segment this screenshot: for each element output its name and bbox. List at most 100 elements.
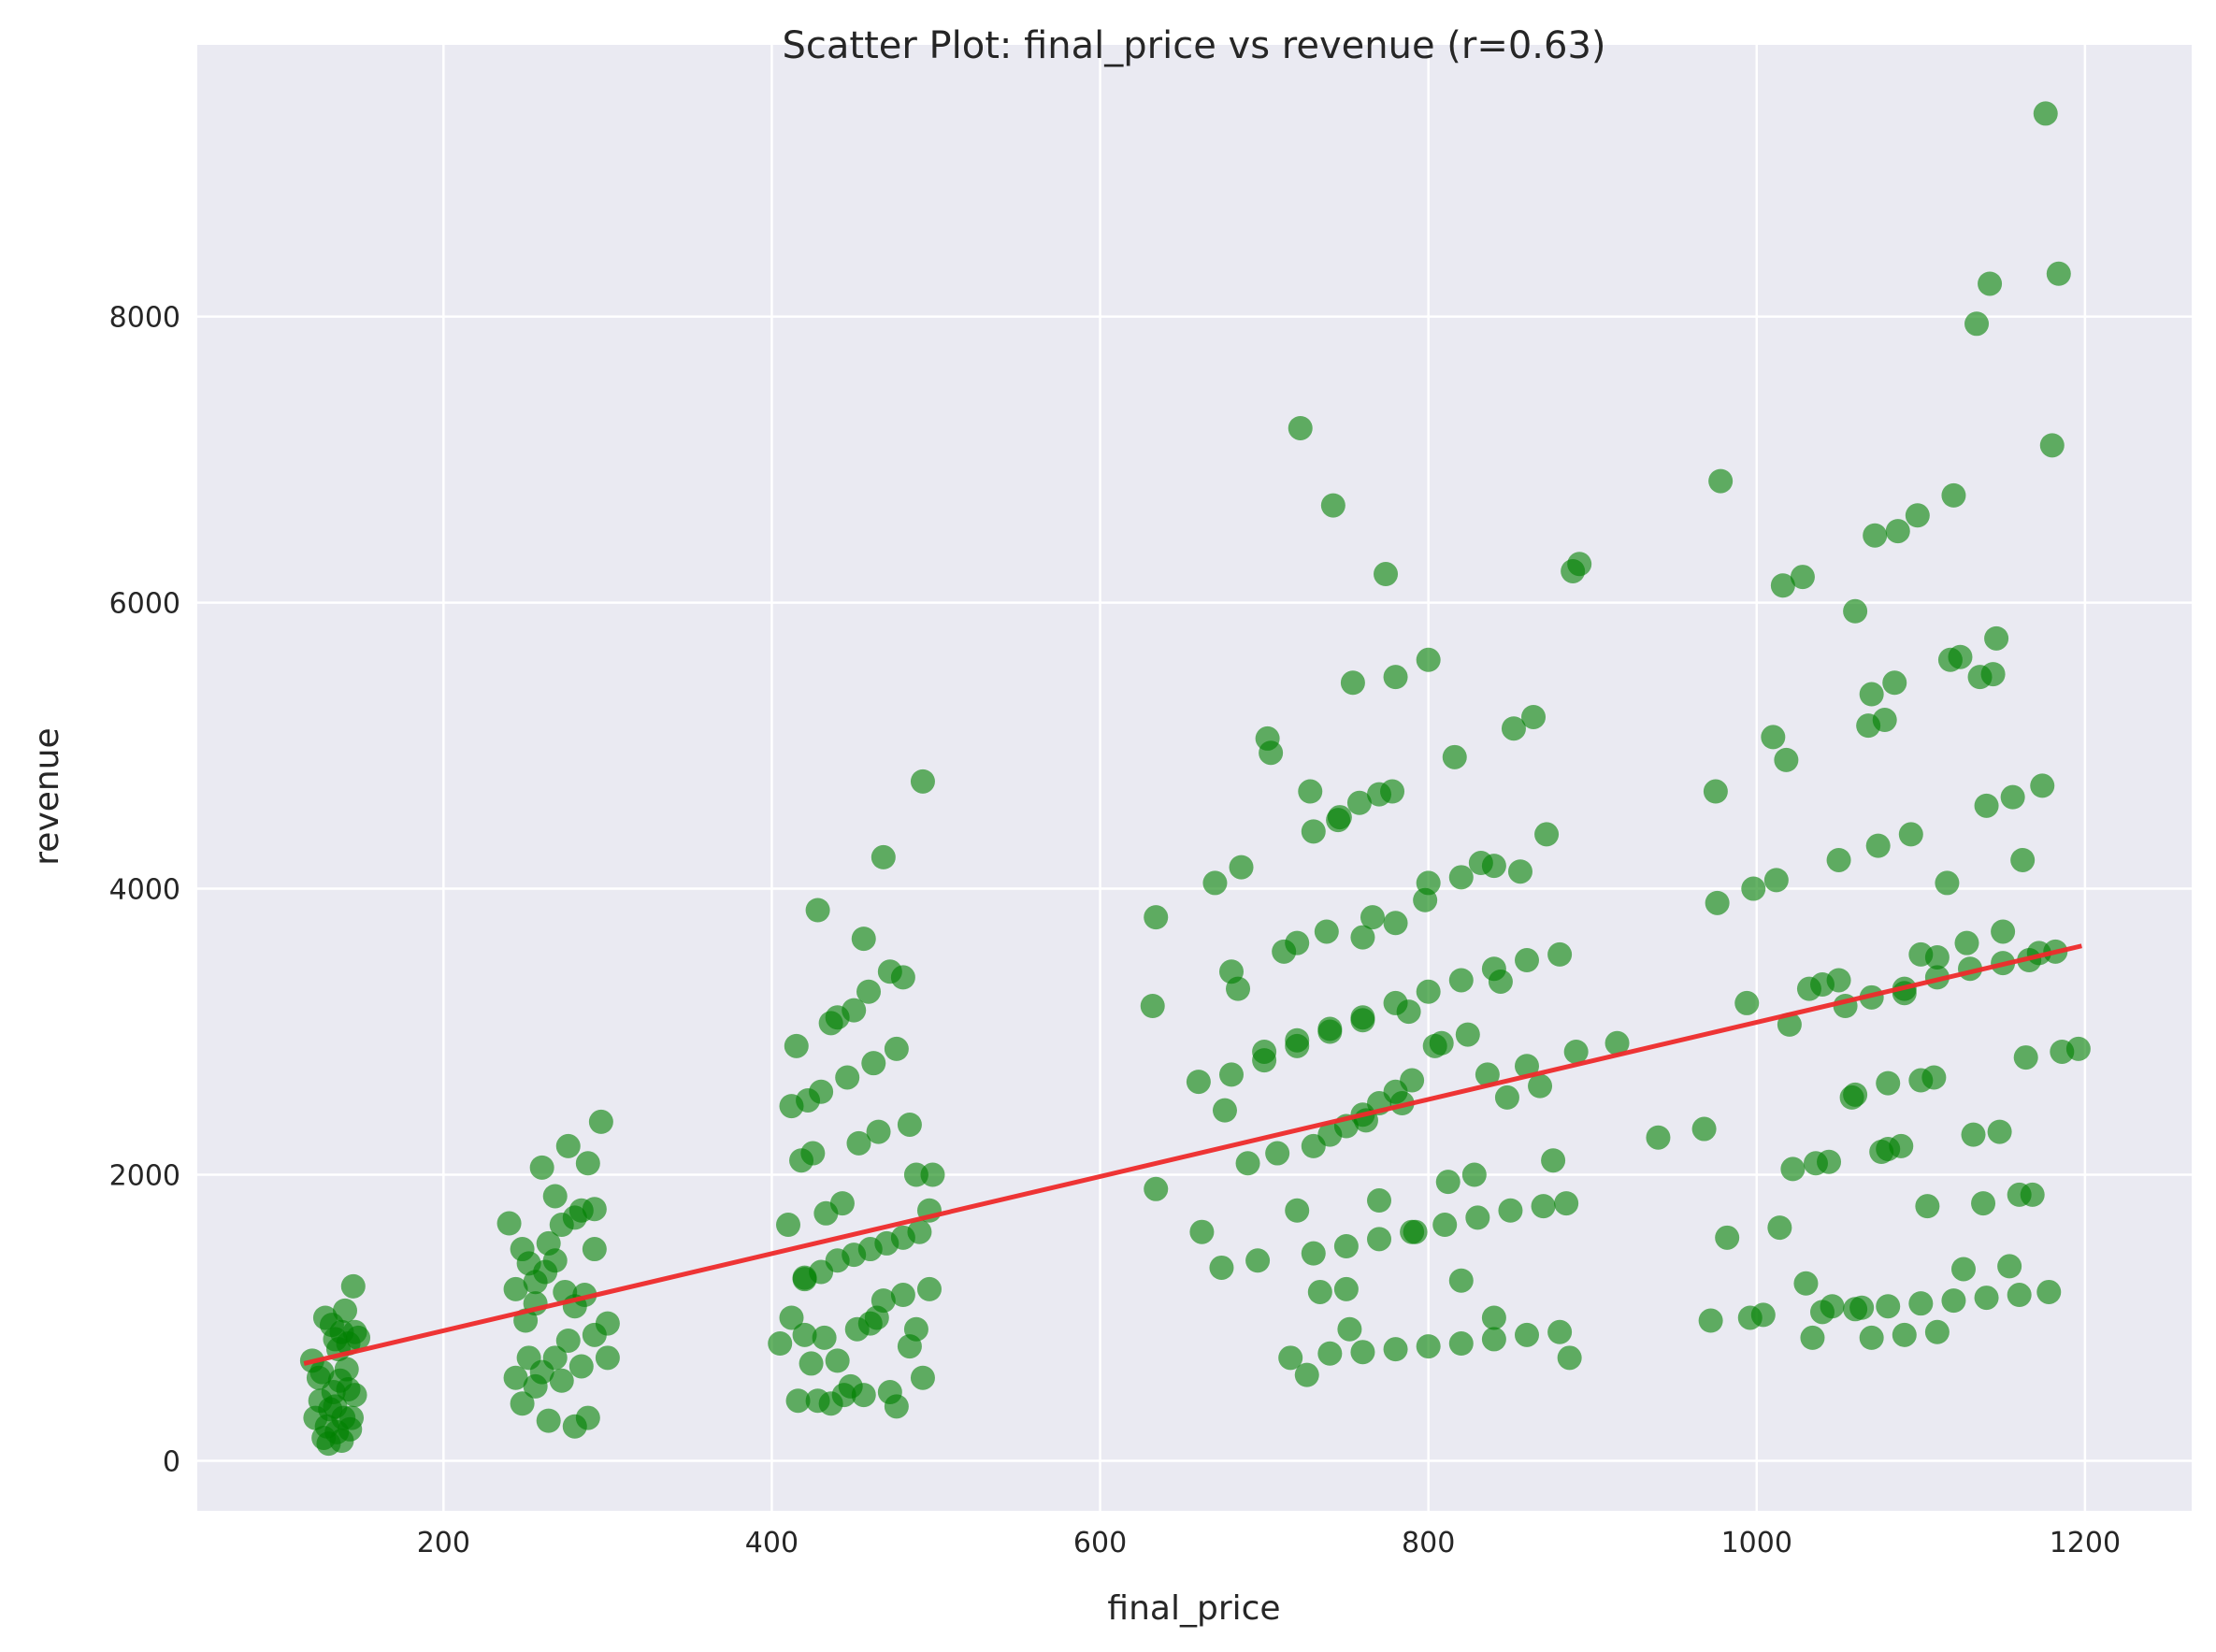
chart-title: Scatter Plot: final_price vs revenue (r=… [783, 24, 1606, 67]
data-point [2036, 1279, 2062, 1304]
data-point [809, 1079, 834, 1104]
data-point [785, 1388, 811, 1414]
data-point [1448, 968, 1474, 993]
data-point [800, 1141, 826, 1166]
data-point [1278, 1345, 1303, 1371]
data-point [542, 1345, 568, 1371]
data-point [1741, 876, 1766, 901]
data-point [496, 1211, 522, 1236]
data-point [1416, 870, 1441, 896]
data-point [340, 1273, 366, 1299]
data-point [1531, 1194, 1556, 1219]
data-point [916, 1276, 942, 1301]
data-point [1567, 552, 1592, 577]
x-tick-label: 800 [1402, 1527, 1455, 1559]
data-point [768, 1331, 793, 1357]
data-point [333, 1298, 357, 1323]
data-point [1320, 493, 1345, 518]
x-axis-label: final_price [1107, 1589, 1280, 1628]
data-point [1826, 968, 1851, 993]
data-point [1288, 415, 1313, 440]
data-point [1333, 1233, 1359, 1258]
data-point [1863, 523, 1888, 548]
data-point [1843, 598, 1868, 624]
data-point [2007, 1283, 2032, 1308]
data-point [1885, 519, 1910, 544]
data-point [1481, 1305, 1506, 1330]
data-point [1763, 868, 1789, 893]
data-point [1360, 905, 1385, 930]
data-point [1882, 670, 1907, 696]
data-point [1924, 1319, 1950, 1344]
data-point [910, 1365, 935, 1390]
data-point [825, 1348, 850, 1373]
data-point [1229, 855, 1254, 880]
trend-line [303, 943, 2082, 1366]
data-point [1872, 708, 1897, 733]
data-point [842, 998, 867, 1023]
data-point [1317, 1341, 1343, 1366]
data-point [1908, 1068, 1934, 1093]
data-point [588, 1109, 613, 1134]
data-point [1265, 1141, 1290, 1166]
data-point [1924, 944, 1950, 970]
data-point [1455, 1022, 1480, 1047]
data-point [776, 1213, 800, 1238]
data-point [1383, 1337, 1408, 1362]
data-point [1481, 956, 1506, 982]
data-point [792, 1322, 817, 1347]
data-point [861, 1051, 886, 1076]
x-tick-label: 400 [745, 1527, 799, 1559]
data-point [1186, 1070, 1211, 1095]
data-point [1383, 990, 1408, 1015]
data-point [1908, 1291, 1934, 1316]
data-point [884, 1036, 909, 1061]
data-point [1941, 1288, 1966, 1314]
data-point [1314, 919, 1339, 944]
data-point [903, 1316, 928, 1342]
y-tick-label: 4000 [109, 874, 180, 907]
data-point [1226, 976, 1251, 1001]
data-point [779, 1305, 804, 1330]
data-point [1481, 854, 1506, 879]
data-point [1708, 468, 1734, 494]
data-point [1961, 1122, 1986, 1147]
data-point [1892, 1322, 1917, 1347]
y-tick-label: 2000 [109, 1160, 180, 1193]
data-point [1715, 1225, 1740, 1250]
data-point [1298, 779, 1323, 804]
data-point [2065, 1036, 2091, 1061]
data-point [1435, 1170, 1461, 1195]
data-point [555, 1133, 581, 1158]
data-point [1416, 1334, 1441, 1359]
data-point [1212, 1098, 1237, 1123]
data-point [784, 1033, 809, 1058]
data-point [1793, 1271, 1819, 1296]
data-point [1770, 573, 1795, 598]
data-point [536, 1408, 561, 1433]
data-point [2000, 784, 2025, 810]
data-point [1980, 662, 2006, 687]
data-point [503, 1276, 528, 1301]
data-point [334, 1357, 359, 1382]
data-point [1554, 1191, 1579, 1216]
data-point [1935, 870, 1960, 896]
data-point [1777, 1012, 1802, 1037]
data-point [1367, 1188, 1391, 1214]
data-point [1285, 1033, 1310, 1058]
data-point [1140, 993, 1165, 1018]
x-tick-label: 1000 [1721, 1527, 1792, 1559]
data-point [1750, 1302, 1776, 1328]
x-tick-label: 200 [417, 1527, 470, 1559]
data-point [1950, 1257, 1976, 1282]
data-point [1547, 941, 1573, 967]
data-point [1448, 1331, 1474, 1357]
data-point [829, 1191, 855, 1216]
data-point [1416, 647, 1441, 672]
data-point [1235, 1151, 1260, 1176]
data-point [1326, 808, 1351, 833]
data-point [1876, 1070, 1901, 1096]
data-point [805, 898, 830, 923]
data-point [1383, 911, 1408, 936]
